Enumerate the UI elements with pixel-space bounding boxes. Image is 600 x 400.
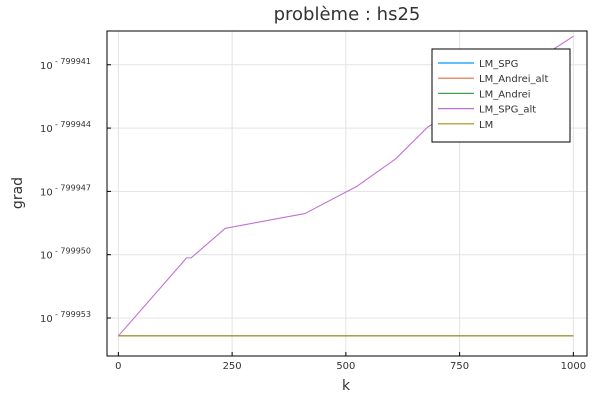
y-tick-label-base: 10 (40, 251, 53, 262)
x-axis-ticks: 0 250 500 750 1000 (115, 352, 586, 372)
legend-label: LM_Andrei (479, 89, 531, 100)
series-lines (117, 35, 574, 337)
legend-label: LM_SPG (479, 59, 518, 70)
x-tick-label: 750 (450, 361, 469, 372)
y-axis-label: grad (10, 177, 26, 209)
grid (107, 31, 587, 356)
legend-label: LM (479, 120, 493, 131)
legend-label: LM_SPG_alt (479, 105, 536, 116)
y-tick-label-exponent: - 799944 (55, 120, 91, 129)
y-tick-label-base: 10 (40, 187, 53, 198)
x-axis-label: k (342, 378, 351, 394)
x-tick-label: 250 (223, 361, 242, 372)
y-tick-label-exponent: - 799947 (55, 183, 91, 192)
y-tick-label-exponent: - 799941 (55, 57, 91, 66)
legend-box (431, 48, 571, 143)
legend: LM_SPG LM_Andrei_alt LM_Andrei LM_SPG_alt LM (431, 48, 571, 143)
x-tick-label: 500 (336, 361, 355, 372)
x-tick-label: 0 (115, 361, 121, 372)
legend-label: LM_Andrei_alt (479, 74, 548, 85)
plot-frame (106, 30, 588, 357)
y-tick-label-base: 10 (40, 314, 53, 325)
y-tick-label-base: 10 (40, 61, 53, 72)
x-tick-label: 1000 (561, 361, 586, 372)
y-tick-label-base: 10 (40, 124, 53, 135)
chart-title: problème : hs25 (274, 4, 421, 25)
y-tick-label-exponent: - 799950 (55, 247, 91, 256)
y-tick-label-exponent: - 799953 (55, 310, 91, 319)
